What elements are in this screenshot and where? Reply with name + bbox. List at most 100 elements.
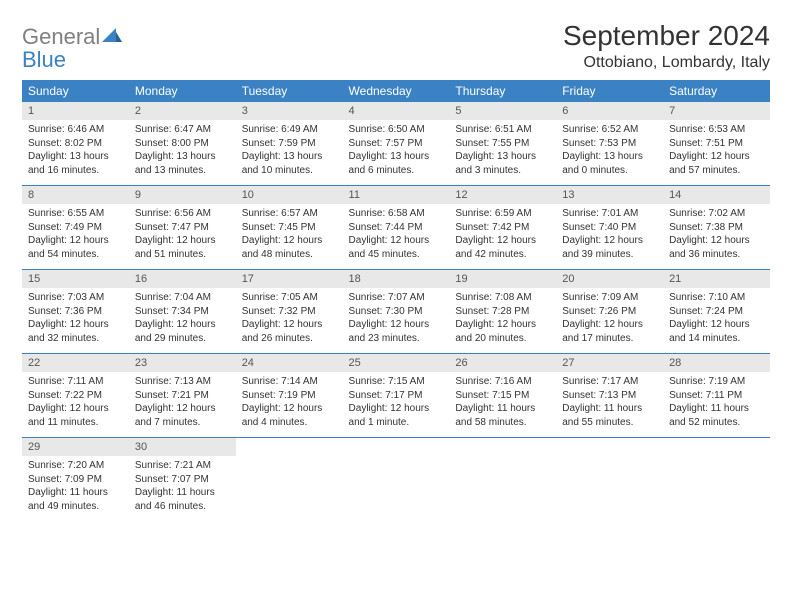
sunset-text: Sunset: 7:28 PM — [455, 305, 550, 319]
day-number: 17 — [236, 270, 343, 288]
day-cell: 25 — [343, 354, 450, 372]
daycontent-row: Sunrise: 7:11 AMSunset: 7:22 PMDaylight:… — [22, 372, 770, 438]
day-cell: 26 — [449, 354, 556, 372]
day-number: 15 — [22, 270, 129, 288]
day-number: 23 — [129, 354, 236, 372]
day-cell: Sunrise: 7:05 AMSunset: 7:32 PMDaylight:… — [236, 288, 343, 354]
day-content: Sunrise: 6:52 AMSunset: 7:53 PMDaylight:… — [556, 120, 663, 185]
daylight-text-1: Daylight: 12 hours — [242, 318, 337, 332]
sunrise-text: Sunrise: 7:04 AM — [135, 291, 230, 305]
sunrise-text: Sunrise: 6:59 AM — [455, 207, 550, 221]
day-content: Sunrise: 6:49 AMSunset: 7:59 PMDaylight:… — [236, 120, 343, 185]
daylight-text-1: Daylight: 12 hours — [669, 234, 764, 248]
day-content: Sunrise: 7:09 AMSunset: 7:26 PMDaylight:… — [556, 288, 663, 353]
sunset-text: Sunset: 7:44 PM — [349, 221, 444, 235]
sunrise-text: Sunrise: 7:20 AM — [28, 459, 123, 473]
sunset-text: Sunset: 7:47 PM — [135, 221, 230, 235]
day-number: 8 — [22, 186, 129, 204]
daylight-text-1: Daylight: 12 hours — [135, 318, 230, 332]
day-header: Wednesday — [343, 80, 450, 102]
daylight-text-2: and 42 minutes. — [455, 248, 550, 262]
day-cell: 11 — [343, 186, 450, 204]
sunset-text: Sunset: 7:57 PM — [349, 137, 444, 151]
daylight-text-2: and 14 minutes. — [669, 332, 764, 346]
daylight-text-2: and 11 minutes. — [28, 416, 123, 430]
daylight-text-2: and 13 minutes. — [135, 164, 230, 178]
logo-text-blue: Blue — [22, 47, 66, 72]
day-cell: Sunrise: 7:03 AMSunset: 7:36 PMDaylight:… — [22, 288, 129, 354]
sunrise-text: Sunrise: 7:01 AM — [562, 207, 657, 221]
day-cell: 1 — [22, 102, 129, 120]
daylight-text-1: Daylight: 11 hours — [669, 402, 764, 416]
daylight-text-1: Daylight: 12 hours — [242, 234, 337, 248]
sunrise-text: Sunrise: 6:57 AM — [242, 207, 337, 221]
day-number: 29 — [22, 438, 129, 456]
day-content: Sunrise: 6:56 AMSunset: 7:47 PMDaylight:… — [129, 204, 236, 269]
sunset-text: Sunset: 7:34 PM — [135, 305, 230, 319]
day-cell: Sunrise: 7:19 AMSunset: 7:11 PMDaylight:… — [663, 372, 770, 438]
day-cell — [556, 456, 663, 521]
day-cell: Sunrise: 7:14 AMSunset: 7:19 PMDaylight:… — [236, 372, 343, 438]
daylight-text-1: Daylight: 12 hours — [455, 318, 550, 332]
day-cell: Sunrise: 7:11 AMSunset: 7:22 PMDaylight:… — [22, 372, 129, 438]
sunset-text: Sunset: 7:26 PM — [562, 305, 657, 319]
day-cell: 12 — [449, 186, 556, 204]
sunset-text: Sunset: 7:36 PM — [28, 305, 123, 319]
day-content: Sunrise: 7:14 AMSunset: 7:19 PMDaylight:… — [236, 372, 343, 437]
sunrise-text: Sunrise: 6:56 AM — [135, 207, 230, 221]
day-number: 25 — [343, 354, 450, 372]
sunrise-text: Sunrise: 7:02 AM — [669, 207, 764, 221]
day-cell: 4 — [343, 102, 450, 120]
daylight-text-2: and 6 minutes. — [349, 164, 444, 178]
day-cell: 23 — [129, 354, 236, 372]
daylight-text-2: and 58 minutes. — [455, 416, 550, 430]
day-cell: 5 — [449, 102, 556, 120]
day-number: 20 — [556, 270, 663, 288]
day-cell: 7 — [663, 102, 770, 120]
day-header: Monday — [129, 80, 236, 102]
day-cell: 30 — [129, 438, 236, 456]
day-cell: 13 — [556, 186, 663, 204]
day-cell — [449, 456, 556, 521]
day-number: 6 — [556, 102, 663, 120]
daylight-text-1: Daylight: 12 hours — [669, 318, 764, 332]
day-cell: 9 — [129, 186, 236, 204]
daylight-text-2: and 1 minute. — [349, 416, 444, 430]
day-header: Saturday — [663, 80, 770, 102]
day-number: 5 — [449, 102, 556, 120]
sunset-text: Sunset: 7:17 PM — [349, 389, 444, 403]
day-cell: Sunrise: 7:01 AMSunset: 7:40 PMDaylight:… — [556, 204, 663, 270]
day-cell: Sunrise: 6:51 AMSunset: 7:55 PMDaylight:… — [449, 120, 556, 186]
day-header: Tuesday — [236, 80, 343, 102]
day-header-row: SundayMondayTuesdayWednesdayThursdayFrid… — [22, 80, 770, 102]
day-content: Sunrise: 7:19 AMSunset: 7:11 PMDaylight:… — [663, 372, 770, 437]
day-content: Sunrise: 7:01 AMSunset: 7:40 PMDaylight:… — [556, 204, 663, 269]
sunset-text: Sunset: 7:22 PM — [28, 389, 123, 403]
daylight-text-1: Daylight: 11 hours — [562, 402, 657, 416]
daylight-text-2: and 4 minutes. — [242, 416, 337, 430]
sunrise-text: Sunrise: 6:52 AM — [562, 123, 657, 137]
day-cell: Sunrise: 6:55 AMSunset: 7:49 PMDaylight:… — [22, 204, 129, 270]
sunset-text: Sunset: 7:19 PM — [242, 389, 337, 403]
sunrise-text: Sunrise: 7:09 AM — [562, 291, 657, 305]
day-cell: 18 — [343, 270, 450, 288]
day-number: 24 — [236, 354, 343, 372]
daylight-text-1: Daylight: 11 hours — [28, 486, 123, 500]
sunset-text: Sunset: 7:11 PM — [669, 389, 764, 403]
daycontent-row: Sunrise: 6:55 AMSunset: 7:49 PMDaylight:… — [22, 204, 770, 270]
sunrise-text: Sunrise: 7:14 AM — [242, 375, 337, 389]
day-cell: Sunrise: 6:57 AMSunset: 7:45 PMDaylight:… — [236, 204, 343, 270]
day-content: Sunrise: 6:51 AMSunset: 7:55 PMDaylight:… — [449, 120, 556, 185]
day-cell: Sunrise: 7:04 AMSunset: 7:34 PMDaylight:… — [129, 288, 236, 354]
day-content: Sunrise: 7:07 AMSunset: 7:30 PMDaylight:… — [343, 288, 450, 353]
daylight-text-2: and 32 minutes. — [28, 332, 123, 346]
day-content: Sunrise: 7:13 AMSunset: 7:21 PMDaylight:… — [129, 372, 236, 437]
daylight-text-1: Daylight: 11 hours — [455, 402, 550, 416]
day-number: 19 — [449, 270, 556, 288]
sunrise-text: Sunrise: 6:51 AM — [455, 123, 550, 137]
day-header: Friday — [556, 80, 663, 102]
day-number: 28 — [663, 354, 770, 372]
day-cell: Sunrise: 6:46 AMSunset: 8:02 PMDaylight:… — [22, 120, 129, 186]
day-cell: Sunrise: 7:17 AMSunset: 7:13 PMDaylight:… — [556, 372, 663, 438]
daylight-text-1: Daylight: 12 hours — [349, 318, 444, 332]
